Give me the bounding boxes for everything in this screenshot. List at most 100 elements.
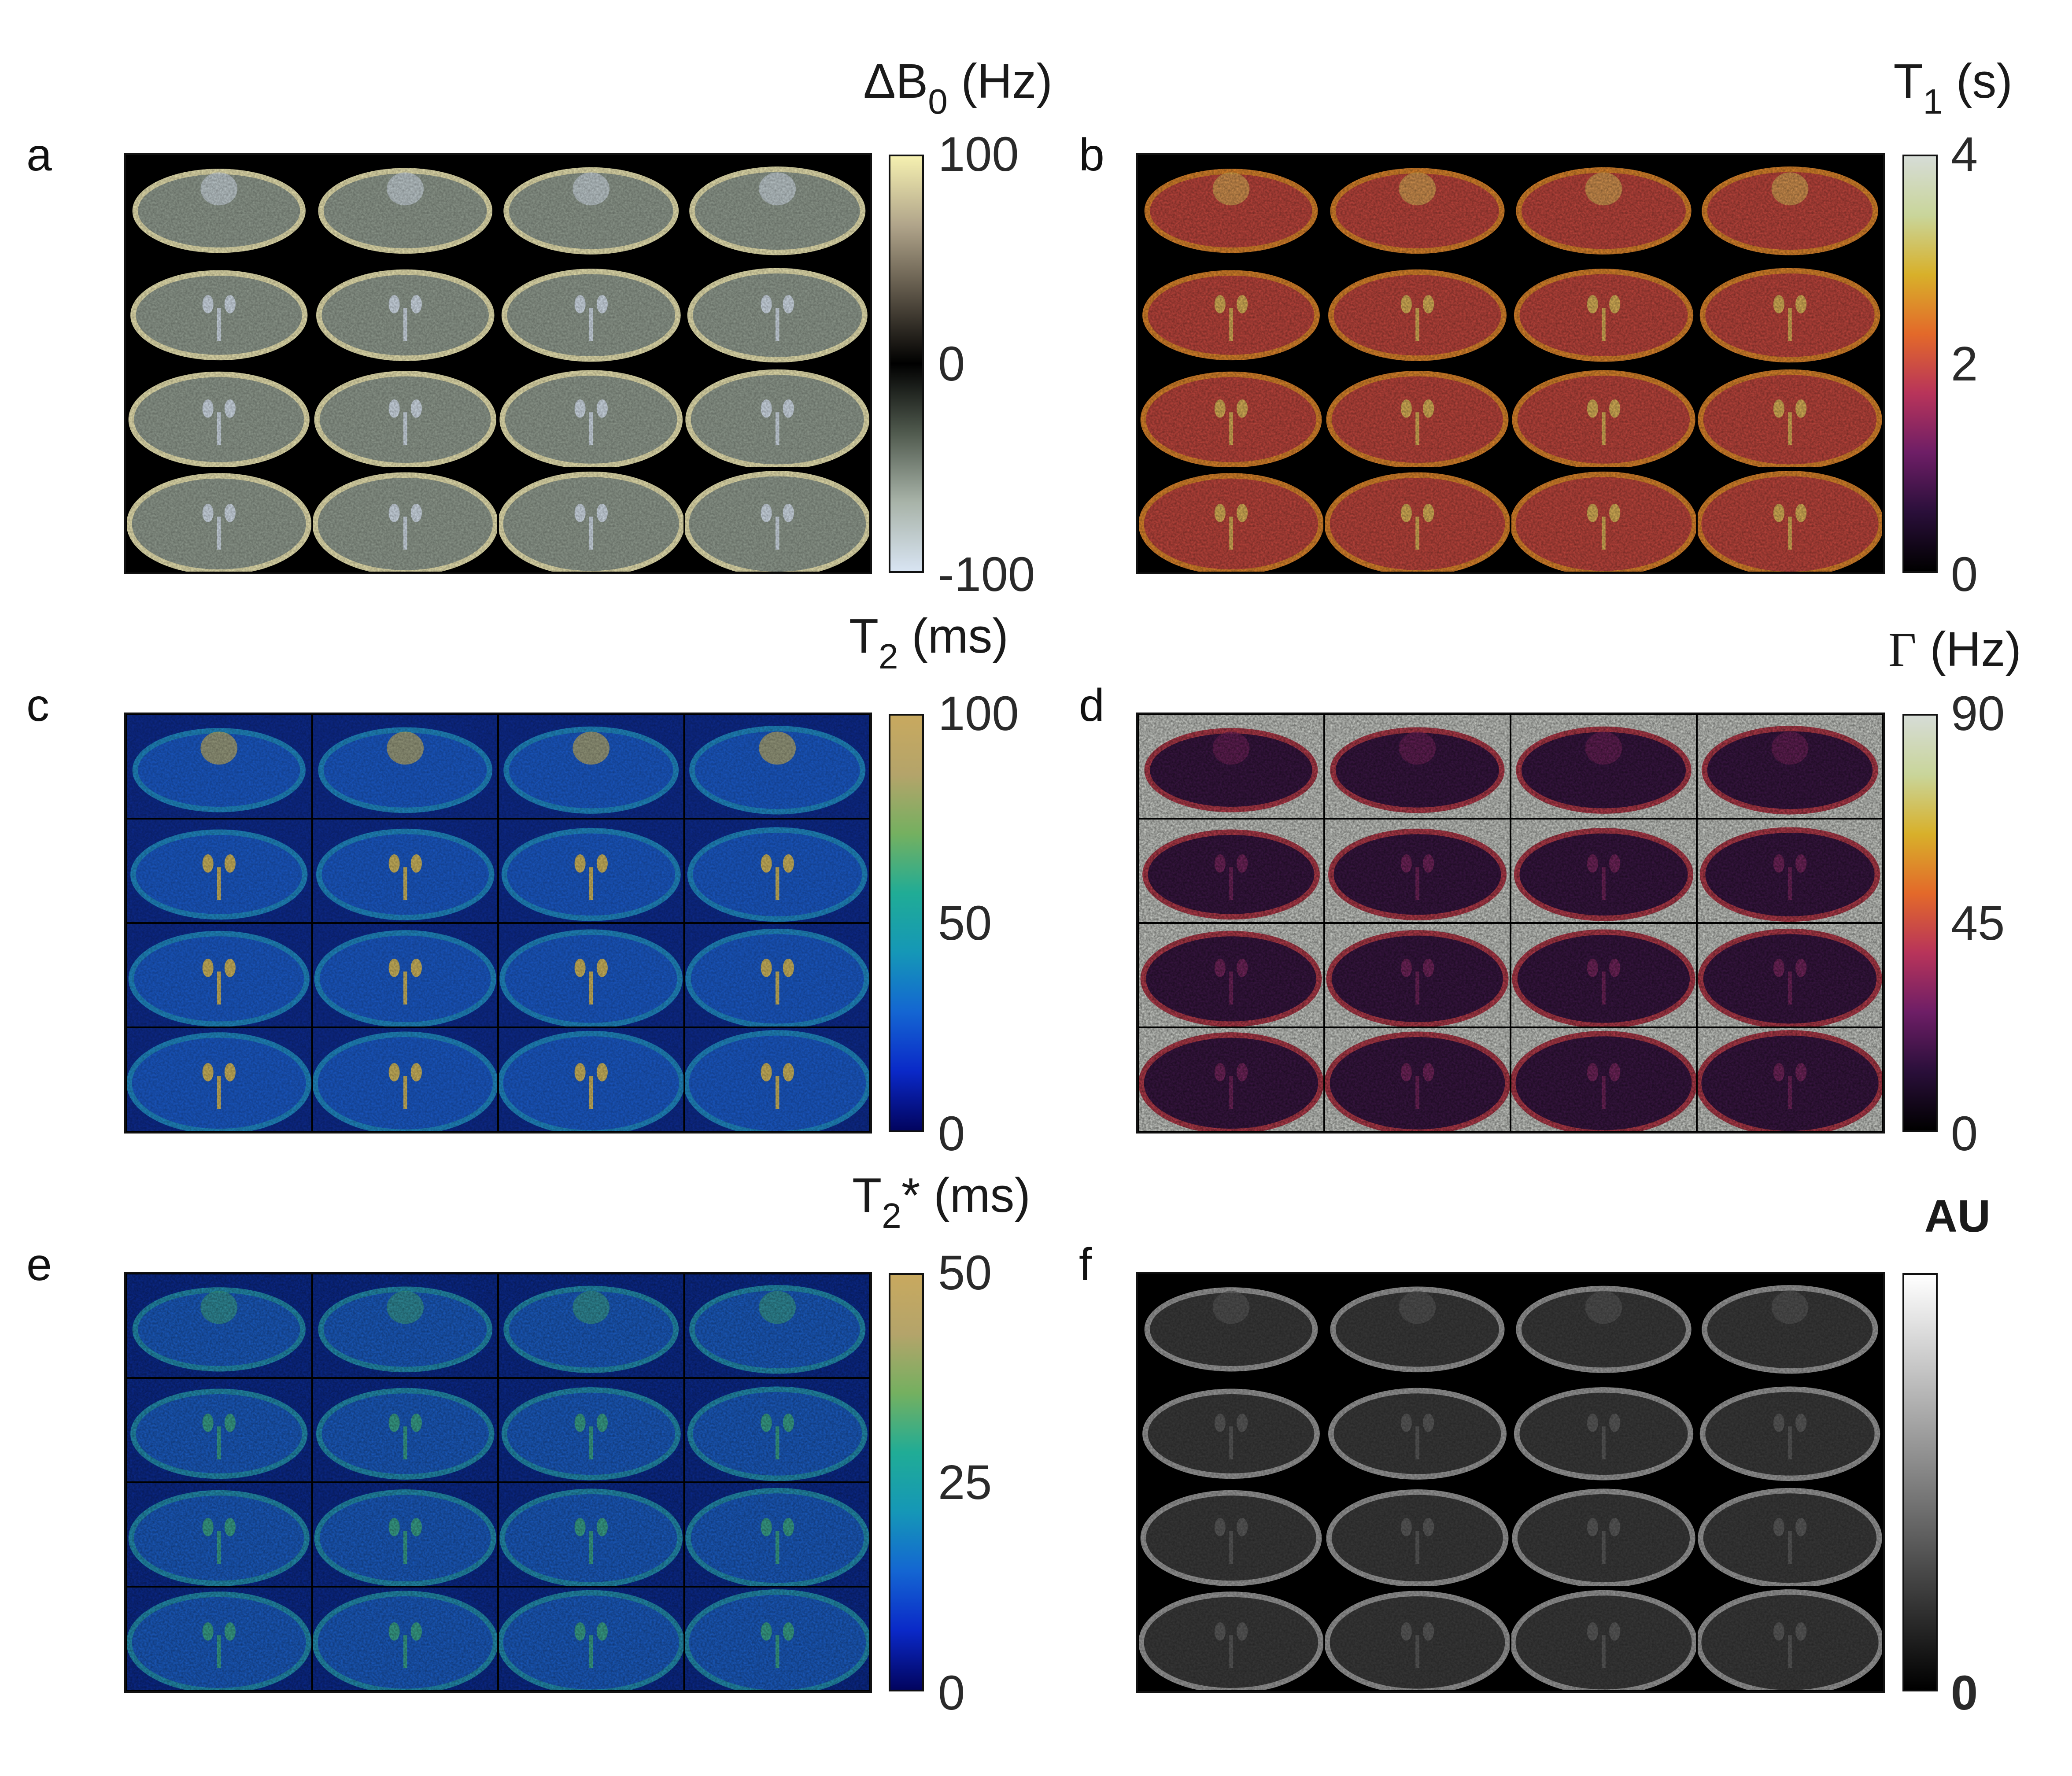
slice-image: [313, 1274, 497, 1377]
slice-image: [313, 1379, 497, 1481]
panel-a: a ΔB0 (Hz) 100 0 -100: [26, 53, 1053, 612]
slice-image: [1139, 1274, 1323, 1377]
panel-b: b T1 (s) 4 2 0: [1035, 53, 2061, 612]
slice-image: [1698, 1028, 1882, 1131]
panel-letter: d: [1079, 680, 1104, 731]
panel-d: d Γ (Hz) 90 45 0: [1035, 612, 2061, 1171]
title-unit: (Hz): [961, 54, 1053, 108]
colorbar-tick-max: 4: [1951, 127, 1978, 181]
slice-image: [1511, 1588, 1696, 1690]
slice-image: [313, 260, 497, 363]
image-montage: [1136, 153, 1885, 574]
slice-image: [1698, 365, 1882, 467]
slice-image: [313, 924, 497, 1026]
slice-image: [1511, 260, 1696, 363]
colorbar: [889, 155, 924, 573]
image-montage: [124, 153, 872, 574]
colorbar-title: Γ (Hz): [1888, 625, 2021, 674]
slice-image: [1325, 469, 1510, 572]
colorbar-title: AU: [1924, 1191, 1991, 1242]
colorbar-title: T2 (ms): [849, 609, 1008, 674]
slice-image: [499, 924, 683, 1026]
slice-image: [1511, 924, 1696, 1026]
title-unit: * (ms): [901, 1168, 1030, 1222]
slice-image: [1139, 156, 1323, 258]
panel-e: e T2* (ms) 50 25 0: [26, 1171, 1053, 1731]
slice-image: [1139, 365, 1323, 467]
colorbar-tick-min: 0: [1951, 547, 1978, 602]
slice-image: [499, 1274, 683, 1377]
title-subscript: 1: [1923, 82, 1943, 121]
slice-image: [1511, 715, 1696, 818]
title-unit: (ms): [912, 609, 1008, 663]
slice-image: [1698, 1274, 1882, 1377]
slice-image: [1139, 715, 1323, 818]
slice-image: [499, 1028, 683, 1131]
colorbar: [889, 714, 924, 1132]
slice-image: [1139, 1379, 1323, 1481]
title-unit: (Hz): [1930, 622, 2021, 676]
slice-image: [499, 1379, 683, 1481]
slice-image: [127, 924, 311, 1026]
slice-image: [1511, 1483, 1696, 1586]
colorbar-tick-min: 0: [1951, 1107, 1978, 1161]
colorbar-tick-mid: 2: [1951, 337, 1978, 391]
slice-image: [1511, 365, 1696, 467]
slice-image: [127, 820, 311, 922]
title-symbol: T: [849, 609, 879, 663]
title-subscript: 2: [882, 1196, 901, 1235]
slice-image: [1325, 260, 1510, 363]
panel-letter: e: [26, 1239, 52, 1290]
panel-letter: a: [26, 129, 52, 181]
colorbar-tick-max: 100: [938, 687, 1019, 741]
slice-image: [313, 469, 497, 572]
slice-image: [1325, 924, 1510, 1026]
slice-image: [1325, 156, 1510, 258]
slice-image: [1511, 1379, 1696, 1481]
colorbar-tick-min: -100: [938, 547, 1035, 602]
colorbar: [1902, 714, 1938, 1132]
colorbar-title: T1 (s): [1893, 57, 2013, 119]
slice-image: [1325, 1274, 1510, 1377]
slice-image: [1325, 820, 1510, 922]
slice-image: [685, 1588, 869, 1690]
image-montage: [1136, 713, 1885, 1134]
slice-image: [1139, 1483, 1323, 1586]
slice-image: [499, 365, 683, 467]
slice-image: [499, 469, 683, 572]
colorbar-tick-mid: 0: [938, 337, 965, 391]
slice-image: [127, 1588, 311, 1690]
slice-image: [127, 365, 311, 467]
slice-image: [685, 365, 869, 467]
image-montage: [124, 1272, 872, 1693]
colorbar-tick-min: 0: [938, 1666, 965, 1720]
slice-image: [1511, 1028, 1696, 1131]
slice-image: [1698, 924, 1882, 1026]
slice-image: [313, 1588, 497, 1690]
slice-image: [1698, 715, 1882, 818]
slice-image: [1139, 924, 1323, 1026]
colorbar-tick-max: 100: [938, 127, 1019, 181]
slice-image: [1325, 1483, 1510, 1586]
slice-image: [313, 156, 497, 258]
slice-image: [685, 1274, 869, 1377]
slice-image: [685, 1379, 869, 1481]
panel-letter: f: [1079, 1239, 1092, 1290]
title-subscript: 2: [879, 637, 898, 676]
slice-image: [685, 820, 869, 922]
slice-image: [127, 715, 311, 818]
slice-image: [313, 820, 497, 922]
slice-image: [127, 156, 311, 258]
panel-f: f AU 0: [1035, 1171, 2061, 1731]
slice-image: [1698, 1483, 1882, 1586]
slice-image: [313, 1028, 497, 1131]
slice-image: [1511, 820, 1696, 922]
colorbar: [1902, 1273, 1938, 1691]
slice-image: [313, 715, 497, 818]
slice-image: [1698, 156, 1882, 258]
colorbar-tick-mid: 45: [1951, 896, 2005, 950]
slice-image: [127, 1028, 311, 1131]
slice-image: [499, 1483, 683, 1586]
colorbar-title: ΔB0 (Hz): [863, 54, 1053, 119]
colorbar-tick-max: 90: [1951, 687, 2005, 741]
